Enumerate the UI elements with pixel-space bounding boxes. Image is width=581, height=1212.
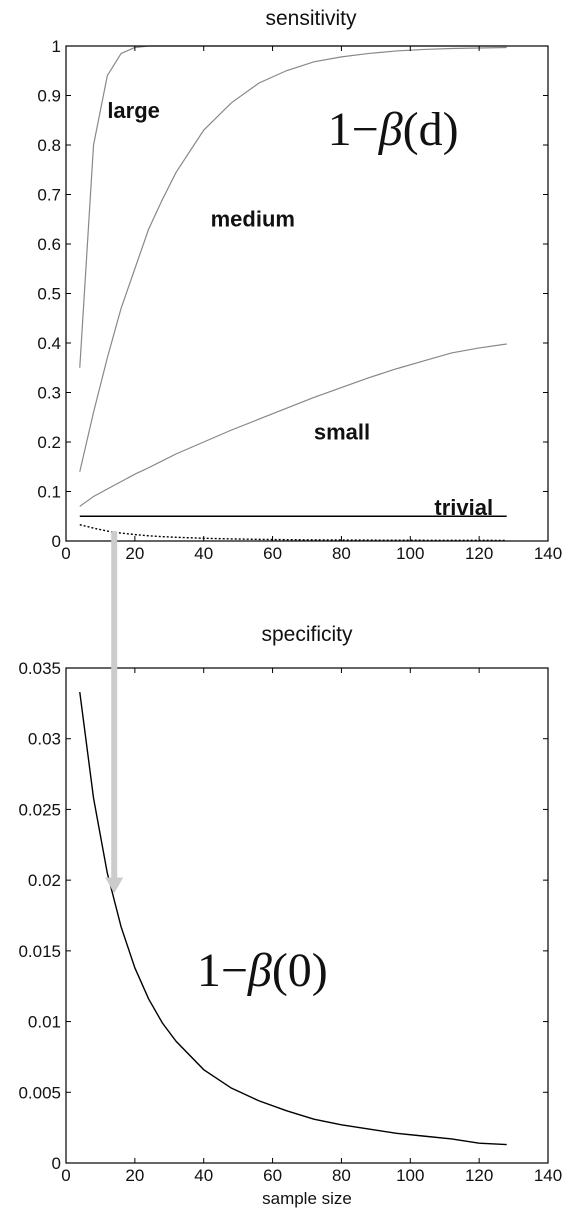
y-tick-label: 0.3 — [37, 384, 61, 403]
x-tick-label: 80 — [332, 544, 351, 563]
y-tick-label: 0.035 — [18, 659, 61, 678]
formula-prefix: 1− — [328, 103, 379, 156]
specificity-title: specificity — [261, 623, 353, 646]
x-tick-label: 80 — [332, 1166, 351, 1185]
x-axis-label: sample size — [262, 1189, 352, 1208]
series-4-curve — [79, 523, 507, 542]
y-tick-label: 0.025 — [18, 800, 61, 819]
small-curve — [79, 343, 507, 507]
y-tick-label: 0.4 — [37, 334, 61, 353]
specificity-panel: specificity 0 20 40 60 80 100 120 140 0 0.005 0.01… — [18, 623, 562, 1208]
specificity-formula: 1−β(0) — [197, 944, 328, 997]
small-label: small — [314, 420, 370, 445]
specificity-ticks: 0 20 40 60 80 100 120 140 0 0.005 0.01 0.015 0.02 0.0… — [18, 659, 562, 1185]
x-tick-label: 40 — [194, 1166, 213, 1185]
x-tick-label: 60 — [263, 544, 282, 563]
specificity-plot-frame — [65, 667, 549, 1164]
x-tick-label: 120 — [465, 544, 493, 563]
x-tick-label: 0 — [61, 1166, 70, 1185]
y-tick-label: 0.03 — [28, 730, 61, 749]
y-tick-label: 0.5 — [37, 285, 61, 304]
formula-beta: β — [378, 103, 403, 156]
formula-beta: β — [247, 944, 272, 997]
formula-arg: (0) — [272, 944, 328, 997]
sensitivity-panel: sensitivity 0 20 40 60 80 100 120 140 0 0.1 0.2 0.3… — [37, 7, 562, 563]
y-tick-label: 0.8 — [37, 136, 61, 155]
formula-arg: (d) — [403, 103, 459, 156]
large-label: large — [107, 98, 160, 123]
sensitivity-formula: 1−β(d) — [328, 103, 459, 156]
trivial-label: trivial — [434, 495, 493, 520]
formula-prefix: 1− — [197, 944, 248, 997]
y-tick-label: 0 — [52, 1154, 61, 1173]
y-tick-label: 1 — [52, 37, 61, 56]
x-tick-label: 60 — [263, 1166, 282, 1185]
y-tick-label: 0.7 — [37, 186, 61, 205]
sensitivity-title: sensitivity — [265, 7, 357, 30]
specificity-curves — [79, 691, 507, 1146]
y-tick-label: 0.6 — [37, 235, 61, 254]
x-tick-label: 140 — [534, 544, 562, 563]
sensitivity-curve-labels: large medium small trivial — [107, 98, 493, 520]
y-tick-label: 0.01 — [28, 1013, 61, 1032]
x-tick-label: 140 — [534, 1166, 562, 1185]
connecting-arrow — [105, 531, 124, 894]
y-tick-label: 0.1 — [37, 483, 61, 502]
y-tick-label: 0.2 — [37, 433, 61, 452]
x-tick-label: 40 — [194, 544, 213, 563]
y-tick-label: 0.9 — [37, 87, 61, 106]
arrow-head — [105, 877, 124, 894]
y-tick-label: 0.015 — [18, 942, 61, 961]
x-tick-label: 120 — [465, 1166, 493, 1185]
sensitivity-ticks: 0 20 40 60 80 100 120 140 0 0.1 0.2 0.3 0.4 0.5 0.6 0.7… — [37, 37, 562, 563]
x-tick-label: 0 — [61, 544, 70, 563]
y-tick-label: 0.02 — [28, 871, 61, 890]
y-tick-label: 0.005 — [18, 1083, 61, 1102]
medium-label: medium — [211, 207, 295, 232]
medium-curve — [79, 46, 507, 472]
x-tick-label: 100 — [396, 1166, 424, 1185]
x-tick-label: 20 — [125, 544, 144, 563]
y-tick-label: 0 — [52, 532, 61, 551]
x-tick-label: 20 — [125, 1166, 144, 1185]
series-0-curve — [79, 691, 507, 1146]
x-tick-label: 100 — [396, 544, 424, 563]
